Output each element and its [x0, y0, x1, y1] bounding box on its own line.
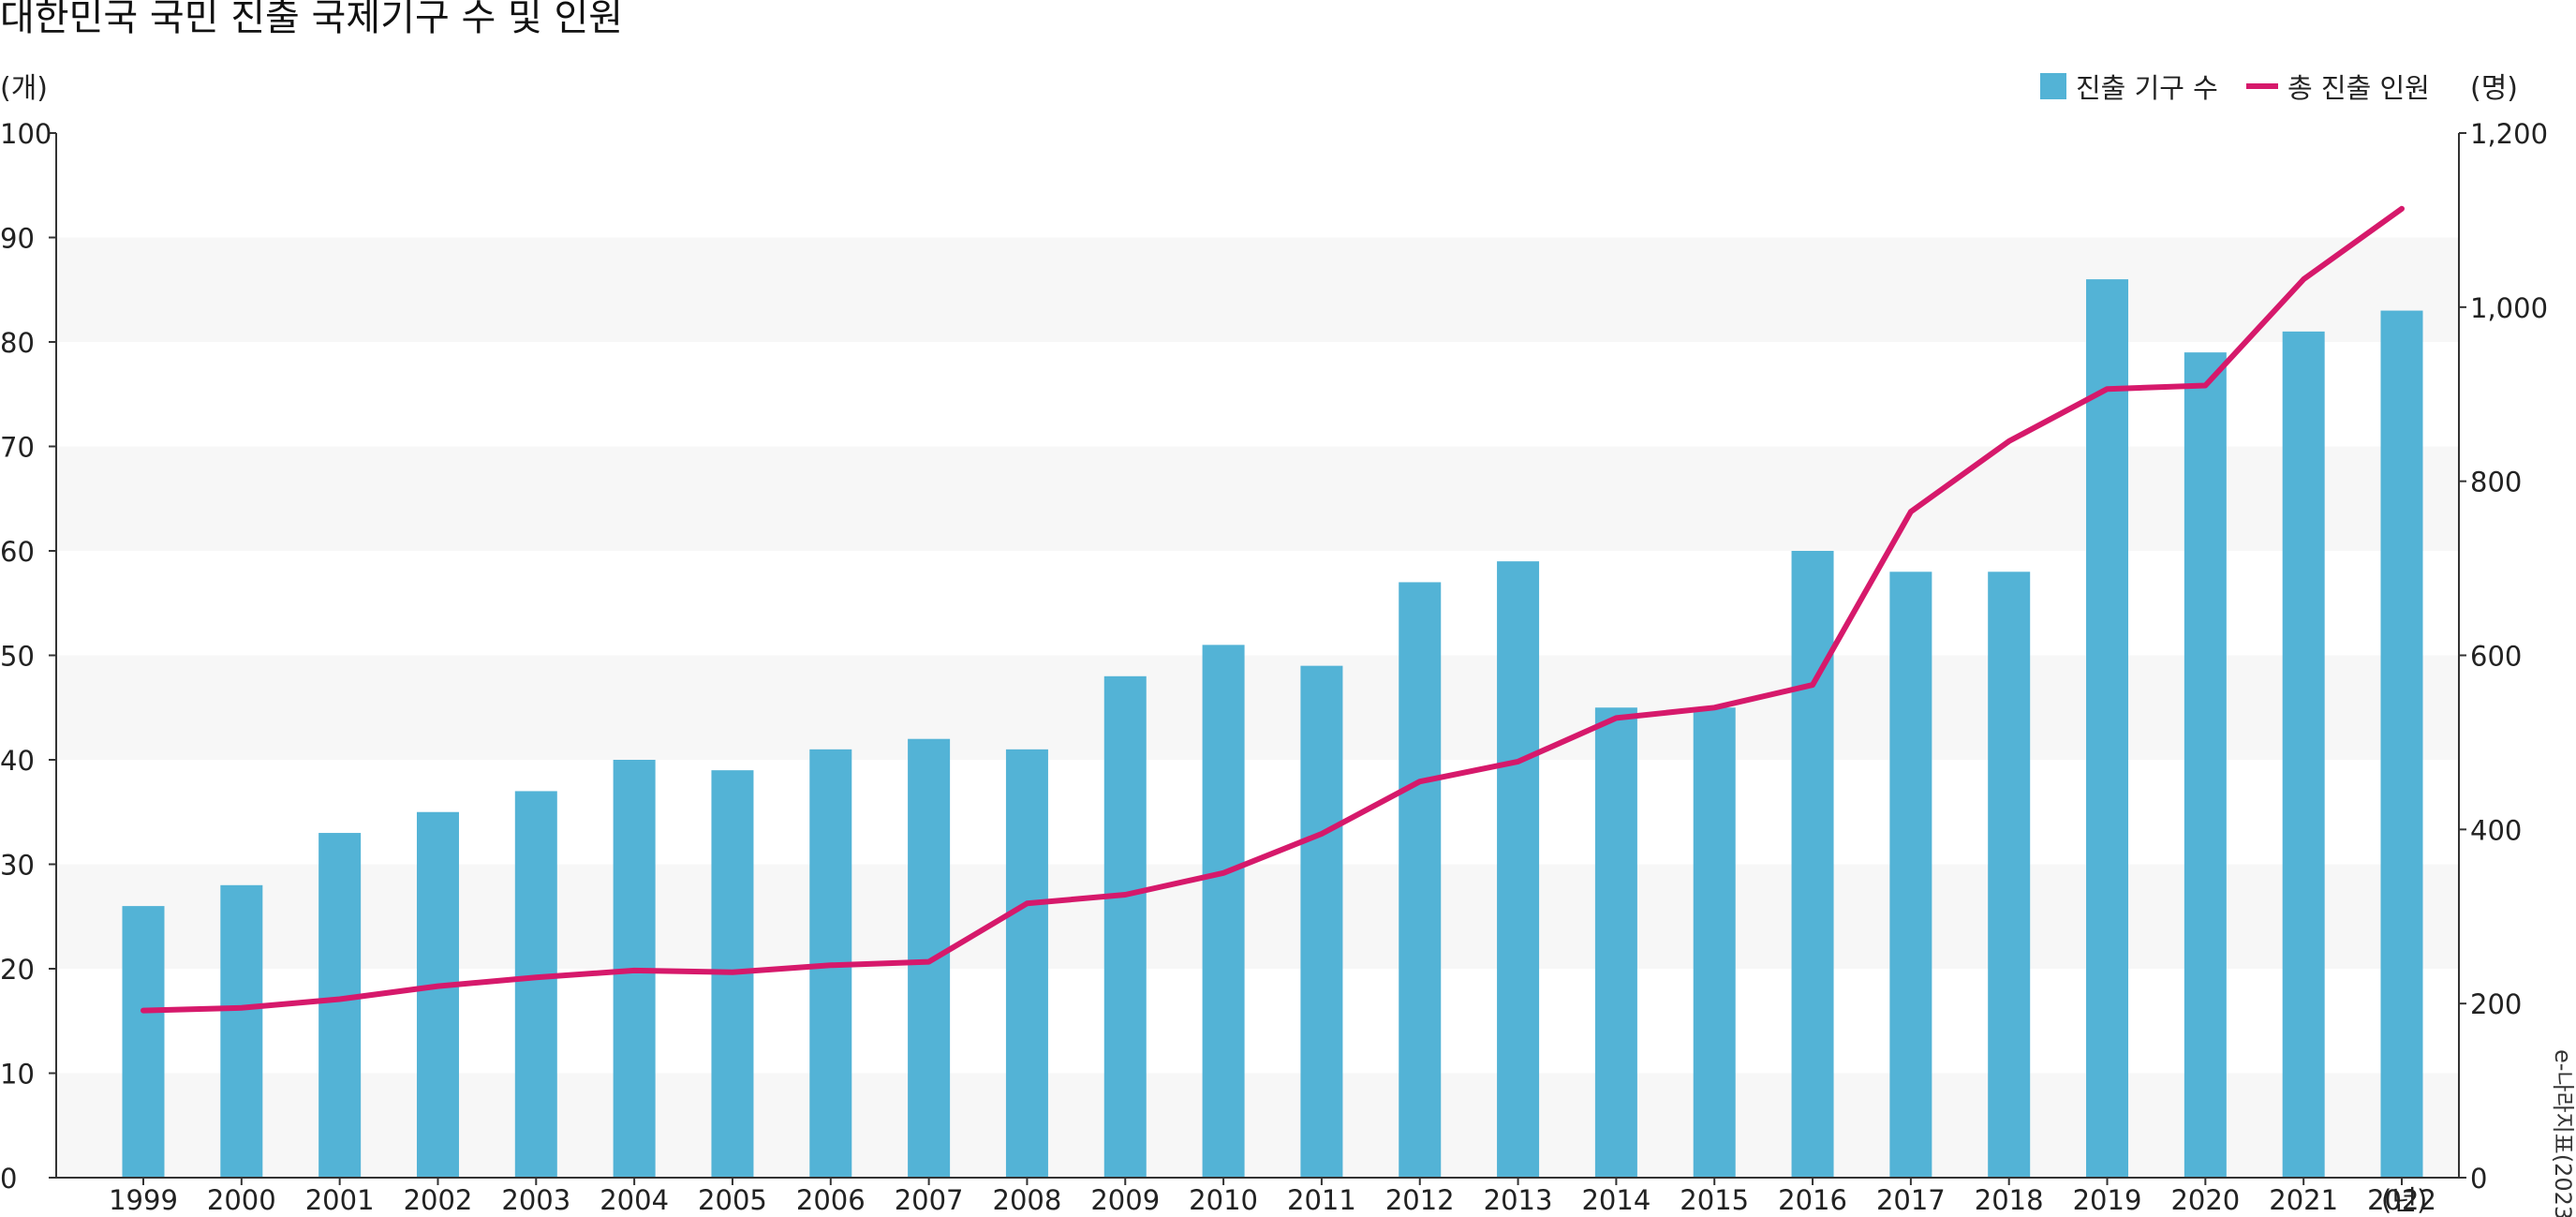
- right-tick-label: 1,200: [2470, 118, 2548, 150]
- grid-bands: [56, 237, 2459, 1178]
- bar-2008: [1005, 749, 1048, 1178]
- bar-2010: [1202, 645, 1245, 1178]
- left-axis-ticks: 0 10 20 30 40 50 60 70 80 90 100: [0, 118, 56, 1195]
- x-tick-label: 2013: [1484, 1184, 1553, 1216]
- left-tick-label: 40: [0, 745, 35, 777]
- x-tick-label: 2021: [2269, 1184, 2338, 1216]
- bar-2021: [2282, 331, 2325, 1179]
- x-tick-label: 2012: [1385, 1184, 1455, 1216]
- bar-2012: [1399, 582, 1442, 1178]
- x-tick-label: 2002: [404, 1184, 473, 1216]
- left-tick-label: 30: [0, 850, 35, 882]
- left-tick-label: 100: [0, 118, 52, 150]
- x-axis-unit: (년): [2381, 1184, 2427, 1216]
- x-tick-label: 2008: [993, 1184, 1062, 1216]
- left-tick-label: 10: [0, 1059, 35, 1091]
- line-total-personnel: [141, 205, 2405, 1014]
- bar-2000: [220, 884, 263, 1178]
- legend: 진출 기구 수 총 진출 인원: [2040, 72, 2430, 104]
- bar-2019: [2086, 279, 2129, 1179]
- x-tick-label: 2003: [501, 1184, 570, 1216]
- chart-title: 대한민국 국민 진출 국제기구 수 및 인원: [0, 0, 623, 39]
- x-tick-label: 2017: [1876, 1184, 1946, 1216]
- x-tick-label: 2004: [600, 1184, 669, 1216]
- legend-bar-swatch: [2040, 73, 2066, 99]
- bar-2007: [908, 738, 951, 1178]
- bar-2018: [1988, 571, 2031, 1178]
- grid-band: [56, 237, 2459, 342]
- bar-2002: [416, 811, 459, 1178]
- left-axis-unit: (개): [0, 72, 48, 105]
- x-tick-label: 1999: [109, 1184, 178, 1216]
- bar-2015: [1693, 707, 1736, 1178]
- x-tick-label: 2018: [1975, 1184, 2044, 1216]
- x-tick-label: 2014: [1581, 1184, 1651, 1216]
- bar-2016: [1791, 551, 1834, 1178]
- right-tick-label: 400: [2470, 814, 2522, 846]
- bar-2003: [514, 791, 557, 1178]
- line-series: [141, 205, 2405, 1014]
- bar-2020: [2184, 352, 2227, 1178]
- x-tick-label: 2015: [1680, 1184, 1749, 1216]
- bar-2014: [1594, 707, 1637, 1178]
- right-axis-ticks: 0 200 400 600 800 1,000 1,200: [2459, 118, 2548, 1195]
- right-axis-unit: (명): [2470, 72, 2518, 105]
- legend-bar-label: 진출 기구 수: [2076, 72, 2218, 104]
- right-tick-label: 1,000: [2470, 292, 2548, 324]
- right-tick-label: 0: [2470, 1163, 2487, 1195]
- left-tick-label: 60: [0, 536, 35, 568]
- bar-2001: [318, 833, 362, 1178]
- bar-2013: [1497, 561, 1540, 1178]
- x-tick-label: 2009: [1090, 1184, 1160, 1216]
- x-tick-label: 2001: [305, 1184, 375, 1216]
- right-tick-label: 200: [2470, 988, 2522, 1020]
- x-tick-label: 2010: [1189, 1184, 1258, 1216]
- left-tick-label: 0: [0, 1163, 17, 1195]
- x-tick-label: 2007: [895, 1184, 964, 1216]
- left-tick-label: 20: [0, 954, 35, 986]
- left-tick-label: 80: [0, 327, 35, 359]
- x-tick-label: 2016: [1778, 1184, 1847, 1216]
- right-tick-label: 800: [2470, 467, 2522, 498]
- x-tick-label: 2020: [2170, 1184, 2240, 1216]
- x-tick-label: 2006: [796, 1184, 866, 1216]
- source-note: e-나라지표(2023): [2550, 1049, 2576, 1217]
- legend-line-label: 총 진출 인원: [2287, 72, 2430, 104]
- x-tick-label: 2005: [698, 1184, 767, 1216]
- bar-2009: [1103, 675, 1147, 1178]
- x-tick-label: 2000: [207, 1184, 276, 1216]
- x-axis-ticks: 1999 2000 2001 2002 2003 2004 2005 2006 2007 2008…: [109, 1178, 2436, 1216]
- bar-2017: [1889, 571, 1932, 1178]
- bar-1999: [122, 906, 165, 1178]
- bar-series: [122, 279, 2423, 1179]
- left-tick-label: 50: [0, 641, 35, 673]
- grid-band: [56, 446, 2459, 551]
- x-tick-label: 2019: [2073, 1184, 2142, 1216]
- x-tick-label: 2022: [2367, 1184, 2436, 1216]
- x-tick-label: 2011: [1287, 1184, 1356, 1216]
- right-tick-label: 600: [2470, 641, 2522, 673]
- left-tick-label: 90: [0, 223, 35, 255]
- bar-2022: [2380, 310, 2423, 1178]
- left-tick-label: 70: [0, 432, 35, 464]
- bar-2011: [1300, 665, 1343, 1178]
- grid-band: [56, 655, 2459, 760]
